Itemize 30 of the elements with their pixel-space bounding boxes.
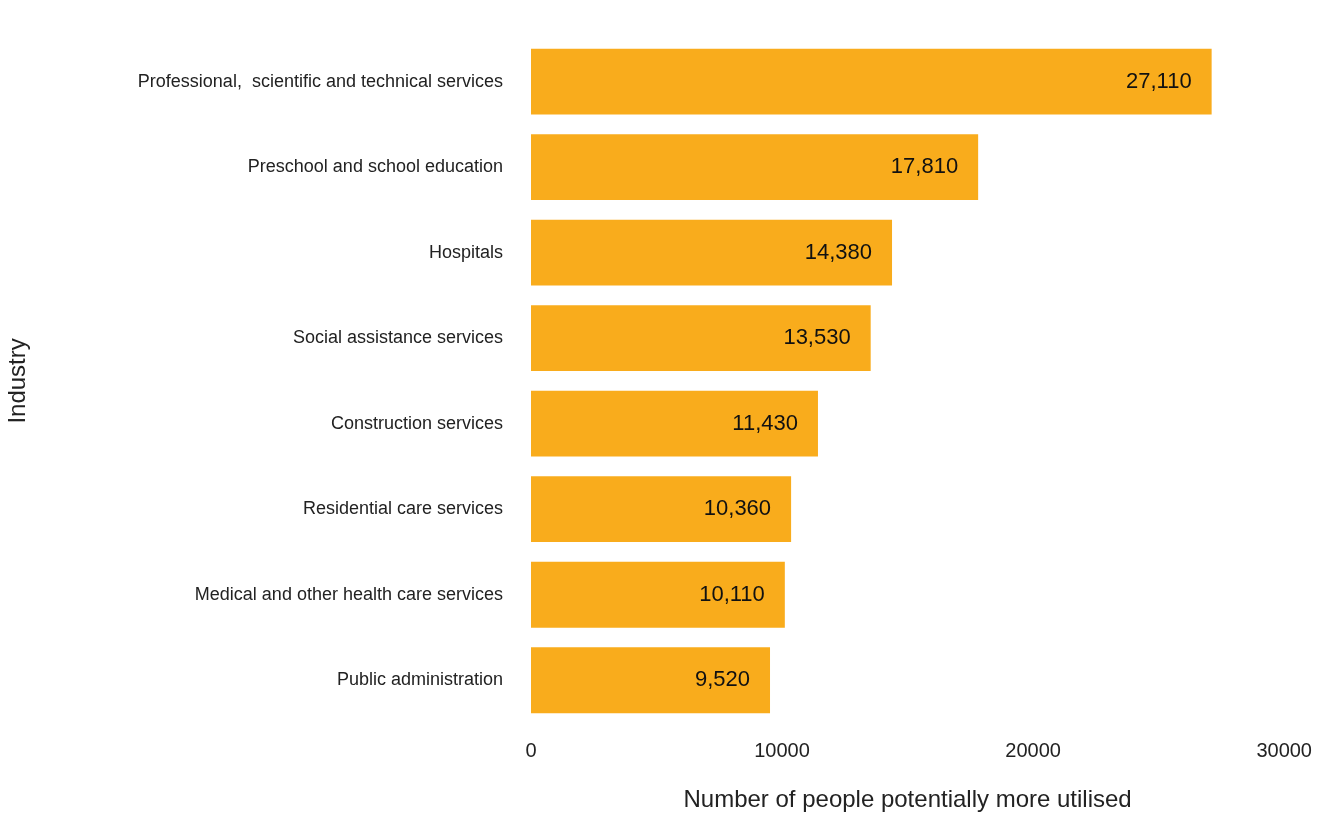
- y-tick-label: Residential care services: [302, 498, 503, 519]
- x-tick-label: 0: [525, 738, 537, 761]
- bar: [531, 561, 785, 628]
- y-tick-label: Public administration: [336, 669, 503, 690]
- bar: [531, 134, 979, 201]
- x-tick-label: 20000: [1005, 738, 1061, 761]
- data-label: 10,110: [699, 580, 765, 606]
- data-label: 17,810: [890, 153, 959, 179]
- data-label: 10,360: [703, 495, 772, 521]
- bar: [531, 305, 871, 372]
- data-label: 27,110: [1125, 67, 1192, 93]
- y-tick-label: Medical and other health care services: [194, 583, 503, 604]
- bar: [531, 647, 771, 714]
- y-tick-label: Hospitals: [428, 241, 503, 262]
- data-label: 9,520: [694, 666, 751, 692]
- bar: [531, 48, 1212, 115]
- y-tick-label: Professional, scientific and technical services: [137, 70, 503, 91]
- y-axis-title: Industry: [3, 338, 31, 424]
- y-tick-label: Construction services: [330, 412, 503, 433]
- x-tick-label: 30000: [1256, 738, 1312, 761]
- bar: [531, 390, 818, 457]
- bar: [531, 476, 792, 543]
- data-label: 11,430: [732, 409, 798, 435]
- y-tick-label: Preschool and school education: [247, 156, 503, 177]
- bar: [531, 219, 893, 286]
- y-tick-label: Social assistance services: [292, 327, 503, 348]
- data-label: 14,380: [804, 238, 873, 264]
- x-tick-label: 10000: [754, 738, 810, 761]
- data-label: 13,530: [783, 324, 851, 350]
- x-axis-title: Number of people potentially more utilised: [683, 785, 1132, 813]
